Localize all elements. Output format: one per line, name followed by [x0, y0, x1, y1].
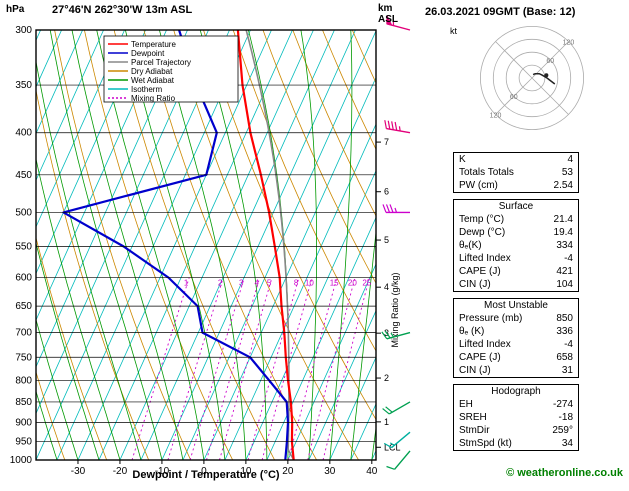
hodograph-ring-label: 60: [510, 94, 518, 101]
legend-label: Dry Adiabat: [131, 67, 173, 76]
altitude-unit-km: km: [378, 3, 392, 14]
km-tick-label: 6: [384, 187, 389, 197]
table-row: SREH-18: [454, 411, 578, 424]
side-panel: 26.03.2021 09GMT (Base: 12) 60 60 120 120 kt…: [420, 0, 629, 486]
x-axis-title: Dewpoint / Temperature (°C): [36, 469, 376, 481]
pressure-tick-label: 700: [15, 328, 32, 339]
table-row: θₑ(K)334: [454, 239, 578, 252]
mixing-ratio-label: 10: [305, 279, 314, 288]
hodograph: 60 60 120 120 kt: [442, 20, 612, 138]
station-title: 27°46'N 262°30'W 13m ASL: [52, 4, 192, 16]
hodograph-unit-label: kt: [450, 26, 458, 36]
pressure-tick-label: 750: [15, 352, 32, 363]
legend-label: Mixing Ratio: [131, 94, 176, 103]
legend-label: Parcel Trajectory: [131, 58, 191, 67]
pressure-tick-label: 350: [15, 80, 32, 91]
legend-label: Dewpoint: [131, 49, 165, 58]
table-row: StmSpd (kt)34: [454, 437, 578, 450]
table-row: Pressure (mb)850: [454, 312, 578, 325]
altitude-unit-asl: ASL: [378, 14, 398, 25]
pressure-tick-label: 1000: [10, 455, 33, 466]
pressure-tick-label: 300: [15, 25, 32, 36]
pressure-tick-label: 400: [15, 128, 32, 139]
pressure-unit-label: hPa: [6, 4, 24, 15]
table-row: PW (cm)2.54: [454, 179, 578, 192]
storm-motion-marker: [544, 73, 548, 77]
copyright: © weatheronline.co.uk: [506, 467, 623, 479]
legend-label: Isotherm: [131, 85, 162, 94]
legend-label: Wet Adiabat: [131, 76, 175, 85]
hodograph-spoke: [532, 78, 568, 114]
km-tick-label: 1: [384, 417, 389, 427]
pressure-tick-label: 550: [15, 241, 32, 252]
table-title: Most Unstable: [454, 299, 578, 312]
mixing-ratio-label: 3: [239, 279, 244, 288]
pressure-tick-label: 800: [15, 375, 32, 386]
table-row: CIN (J)31: [454, 364, 578, 377]
table-row: CAPE (J)421: [454, 265, 578, 278]
mixing-ratio-label: 2: [218, 279, 223, 288]
pressure-tick-label: 900: [15, 417, 32, 428]
pressure-tick-label: 850: [15, 397, 32, 408]
table-title: Hodograph: [454, 385, 578, 398]
hodograph-spoke: [496, 42, 532, 78]
hodograph-ring-label: 120: [563, 40, 575, 47]
altitude-unit-label: km ASL: [378, 3, 398, 25]
km-tick-label: 5: [384, 235, 389, 245]
km-tick-label: 7: [384, 137, 389, 147]
mixing-ratio-label: 15: [330, 279, 339, 288]
pressure-tick-label: 950: [15, 437, 32, 448]
hodograph-ring-label: 120: [490, 112, 502, 119]
table-row: EH-274: [454, 398, 578, 411]
table-row: Lifted Index-4: [454, 252, 578, 265]
mixing-ratio-label: 5: [267, 279, 272, 288]
pressure-tick-label: 650: [15, 301, 32, 312]
legend-label: Temperature: [131, 40, 176, 49]
table-row: Temp (°C)21.4: [454, 213, 578, 226]
pressure-tick-label: 500: [15, 207, 32, 218]
km-tick-label: 2: [384, 373, 389, 383]
pressure-tick-label: 600: [15, 273, 32, 284]
km-tick-label: 4: [384, 282, 389, 292]
pressure-tick-label: 450: [15, 170, 32, 181]
table-row: Dewp (°C)19.4: [454, 226, 578, 239]
mixing-ratio-label: 4: [255, 279, 260, 288]
table-row: CIN (J)104: [454, 278, 578, 291]
mixing-ratio-label: 20: [348, 279, 357, 288]
table-row: θₑ (K)336: [454, 325, 578, 338]
hodograph-ring-label: 60: [546, 58, 554, 65]
table-row: CAPE (J)658: [454, 351, 578, 364]
mixing-ratio-label: 25: [362, 279, 371, 288]
mixing-ratio-label: 1: [184, 279, 189, 288]
table-row: Lifted Index-4: [454, 338, 578, 351]
table-title: Surface: [454, 200, 578, 213]
mixing-ratio-label: 8: [294, 279, 299, 288]
date-title: 26.03.2021 09GMT (Base: 12): [425, 6, 575, 18]
